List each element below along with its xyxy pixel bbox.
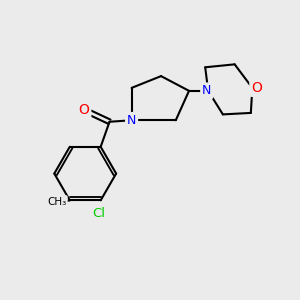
- Text: O: O: [251, 81, 262, 95]
- Text: N: N: [202, 84, 211, 97]
- Text: N: N: [127, 114, 136, 127]
- Text: O: O: [79, 103, 89, 117]
- Text: Cl: Cl: [93, 207, 106, 220]
- Text: CH₃: CH₃: [47, 197, 66, 207]
